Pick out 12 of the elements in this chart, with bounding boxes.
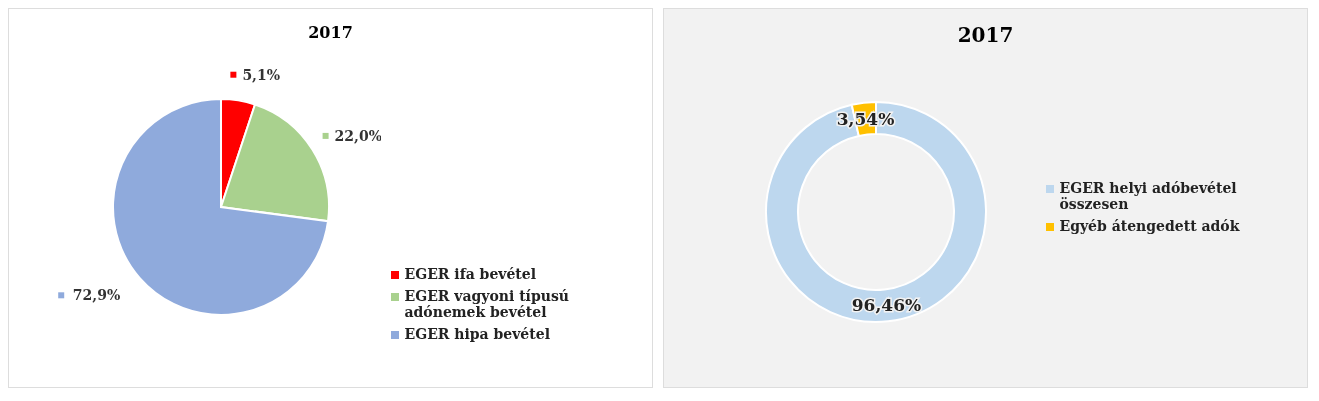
data-label: 5,1% (241, 66, 280, 83)
donut-slice (764, 101, 987, 323)
legend-label: EGER vagyoni típusú adónemek bevétel (404, 288, 570, 320)
data-label: 72,9% (72, 287, 120, 304)
chart-title: 2017 (957, 23, 1014, 47)
legend-label: EGER helyi adóbevétel összesen (1059, 180, 1238, 212)
legend-label: EGER hipa bevétel (404, 326, 550, 342)
legend-label: EGER ifa bevétel (404, 266, 537, 282)
legend-label: Egyéb átengedett adók (1059, 218, 1240, 234)
chart-title: 2017 (308, 23, 353, 42)
data-label: 22,0% (334, 127, 382, 144)
data-label: 96,46% (851, 295, 921, 316)
